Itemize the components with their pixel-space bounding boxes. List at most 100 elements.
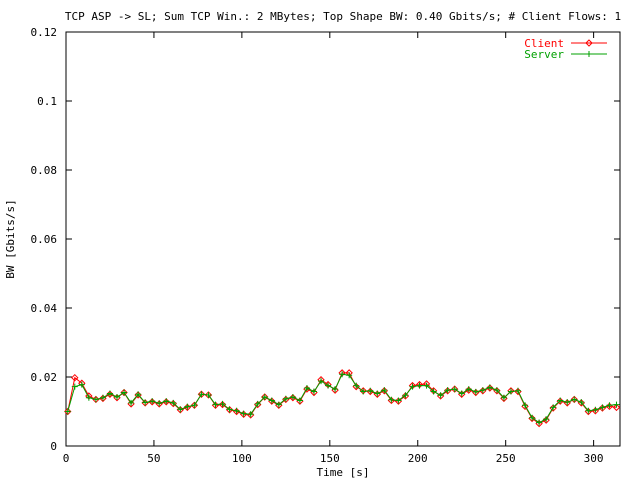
y-tick-label: 0.04 [31,302,58,315]
data-point [198,391,205,398]
data-point [529,414,536,421]
data-point [99,394,106,401]
data-point [92,396,99,403]
data-point [465,386,472,393]
data-point [170,399,177,406]
data-point [606,402,613,409]
data-point [388,396,395,403]
data-point [177,406,184,413]
legend-label: Server [524,48,564,61]
data-point [423,382,430,389]
data-point [612,403,621,412]
data-point [522,402,529,409]
data-point [268,397,275,404]
y-tick-label: 0.06 [31,233,58,246]
data-point [240,410,247,417]
data-point [114,394,121,401]
data-point [571,396,578,403]
data-point [128,399,135,406]
series-lines [64,369,621,428]
x-tick-label: 0 [63,452,70,465]
data-point [585,407,592,414]
series-line [67,373,617,424]
data-point [367,387,374,394]
y-tick-label: 0.02 [31,371,58,384]
data-point [282,395,289,402]
data-point [430,388,437,395]
data-point [402,392,409,399]
data-point [458,390,465,397]
data-point [184,403,191,410]
data-point [310,388,317,395]
y-tick-label: 0 [50,440,57,453]
data-point [353,382,360,389]
x-tick-label: 200 [408,452,428,465]
data-point [325,382,332,389]
data-point [374,390,381,397]
data-point [85,394,92,401]
data-point [360,388,367,395]
data-point [346,372,353,379]
data-point [444,387,451,394]
data-point [156,400,163,407]
chart-title: TCP ASP -> SL; Sum TCP Win.: 2 MBytes; T… [65,10,621,23]
data-point [332,386,339,393]
data-point [486,384,493,391]
data-point [212,401,219,408]
data-point [451,386,458,393]
data-point [149,398,156,405]
data-point [507,388,514,395]
data-point [64,408,71,415]
data-point [479,387,486,394]
data-point [318,378,325,385]
x-tick-label: 300 [584,452,604,465]
x-axis-label: Time [s] [317,466,370,479]
data-point [261,394,268,401]
data-point [395,397,402,404]
series-client [64,369,621,428]
data-point [536,419,543,426]
data-point [142,399,149,406]
data-point [564,399,571,406]
data-point [205,391,212,398]
y-tick-label: 0.12 [31,26,58,39]
data-point [275,401,282,408]
data-point [247,411,254,418]
data-point [78,381,85,388]
data-point [163,398,170,405]
data-point [254,400,261,407]
data-point [381,387,388,394]
data-point [493,387,500,394]
data-point [599,404,606,411]
data-point [586,51,592,57]
data-point [339,371,346,378]
data-point [592,406,599,413]
data-point [416,382,423,389]
data-point [71,373,79,382]
data-point [303,385,310,392]
data-point [121,389,128,396]
data-point [191,402,198,409]
x-tick-label: 100 [232,452,252,465]
x-tick-label: 250 [496,452,516,465]
data-point [289,394,296,401]
data-point [409,383,416,390]
y-axis-label: BW [Gbits/s] [4,199,17,278]
data-point [613,401,620,408]
data-point [225,406,234,414]
data-point [296,397,303,404]
data-point [557,397,564,404]
data-point [543,416,550,423]
data-point [514,387,521,394]
data-point [578,399,585,406]
x-tick-label: 50 [147,452,160,465]
data-point [500,394,507,401]
data-point [585,39,593,47]
data-point [472,388,479,395]
data-point [71,383,78,390]
axis-ticks: 0 50 100 150 200 250 300 0 0.02 0.04 0.06 0.08 0.1 0.… [31,26,620,465]
y-tick-label: 0.08 [31,164,58,177]
series-server [64,371,620,426]
